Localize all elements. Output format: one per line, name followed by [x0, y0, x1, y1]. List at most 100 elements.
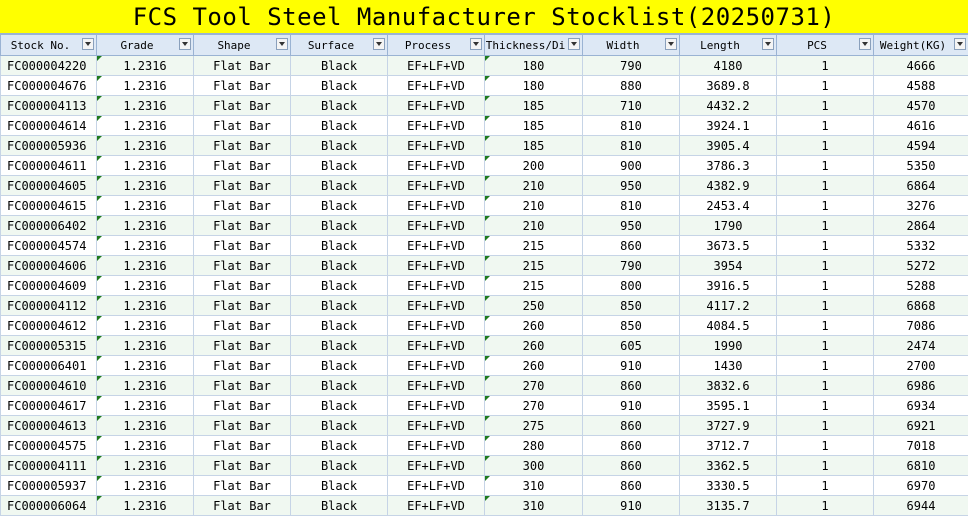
cell-pcs[interactable]: 1 [777, 96, 874, 116]
cell-process[interactable]: EF+LF+VD [388, 336, 485, 356]
cell-shape[interactable]: Flat Bar [194, 96, 291, 116]
filter-dropdown-icon[interactable] [179, 38, 191, 50]
cell-width[interactable]: 880 [583, 76, 680, 96]
cell-thickness[interactable]: 185 [485, 136, 583, 156]
cell-pcs[interactable]: 1 [777, 316, 874, 336]
cell-surface[interactable]: Black [291, 156, 388, 176]
cell-pcs[interactable]: 1 [777, 256, 874, 276]
col-header-grade[interactable]: Grade [97, 35, 194, 56]
cell-shape[interactable]: Flat Bar [194, 216, 291, 236]
cell-width[interactable]: 950 [583, 176, 680, 196]
cell-length[interactable]: 3727.9 [680, 416, 777, 436]
cell-pcs[interactable]: 1 [777, 116, 874, 136]
cell-pcs[interactable]: 1 [777, 436, 874, 456]
cell-grade[interactable]: 1.2316 [97, 196, 194, 216]
cell-pcs[interactable]: 1 [777, 196, 874, 216]
cell-stock-no[interactable]: FC000004612 [1, 316, 97, 336]
cell-pcs[interactable]: 1 [777, 476, 874, 496]
cell-shape[interactable]: Flat Bar [194, 456, 291, 476]
cell-process[interactable]: EF+LF+VD [388, 116, 485, 136]
cell-thickness[interactable]: 185 [485, 116, 583, 136]
cell-surface[interactable]: Black [291, 176, 388, 196]
cell-grade[interactable]: 1.2316 [97, 76, 194, 96]
cell-pcs[interactable]: 1 [777, 136, 874, 156]
cell-pcs[interactable]: 1 [777, 416, 874, 436]
cell-surface[interactable]: Black [291, 436, 388, 456]
cell-length[interactable]: 4382.9 [680, 176, 777, 196]
cell-surface[interactable]: Black [291, 136, 388, 156]
cell-shape[interactable]: Flat Bar [194, 196, 291, 216]
cell-thickness[interactable]: 215 [485, 256, 583, 276]
cell-surface[interactable]: Black [291, 396, 388, 416]
cell-pcs[interactable]: 1 [777, 216, 874, 236]
cell-stock-no[interactable]: FC000004112 [1, 296, 97, 316]
cell-surface[interactable]: Black [291, 76, 388, 96]
cell-weight[interactable]: 5272 [874, 256, 968, 276]
cell-length[interactable]: 3673.5 [680, 236, 777, 256]
cell-grade[interactable]: 1.2316 [97, 56, 194, 76]
cell-process[interactable]: EF+LF+VD [388, 476, 485, 496]
cell-process[interactable]: EF+LF+VD [388, 276, 485, 296]
cell-length[interactable]: 4432.2 [680, 96, 777, 116]
cell-surface[interactable]: Black [291, 196, 388, 216]
cell-thickness[interactable]: 185 [485, 96, 583, 116]
cell-shape[interactable]: Flat Bar [194, 156, 291, 176]
col-header-pcs[interactable]: PCS [777, 35, 874, 56]
cell-grade[interactable]: 1.2316 [97, 416, 194, 436]
cell-weight[interactable]: 4666 [874, 56, 968, 76]
cell-length[interactable]: 1430 [680, 356, 777, 376]
cell-process[interactable]: EF+LF+VD [388, 376, 485, 396]
cell-width[interactable]: 790 [583, 56, 680, 76]
cell-stock-no[interactable]: FC000004615 [1, 196, 97, 216]
cell-process[interactable]: EF+LF+VD [388, 176, 485, 196]
cell-shape[interactable]: Flat Bar [194, 476, 291, 496]
cell-thickness[interactable]: 210 [485, 216, 583, 236]
cell-weight[interactable]: 2864 [874, 216, 968, 236]
cell-shape[interactable]: Flat Bar [194, 236, 291, 256]
cell-pcs[interactable]: 1 [777, 76, 874, 96]
col-header-thickness[interactable]: Thickness/Di [485, 35, 583, 56]
cell-shape[interactable]: Flat Bar [194, 296, 291, 316]
filter-dropdown-icon[interactable] [859, 38, 871, 50]
cell-shape[interactable]: Flat Bar [194, 436, 291, 456]
filter-dropdown-icon[interactable] [470, 38, 482, 50]
cell-shape[interactable]: Flat Bar [194, 336, 291, 356]
cell-stock-no[interactable]: FC000006064 [1, 496, 97, 516]
cell-shape[interactable]: Flat Bar [194, 176, 291, 196]
cell-width[interactable]: 810 [583, 116, 680, 136]
cell-stock-no[interactable]: FC000004611 [1, 156, 97, 176]
cell-process[interactable]: EF+LF+VD [388, 196, 485, 216]
cell-shape[interactable]: Flat Bar [194, 416, 291, 436]
cell-surface[interactable]: Black [291, 496, 388, 516]
cell-process[interactable]: EF+LF+VD [388, 136, 485, 156]
cell-shape[interactable]: Flat Bar [194, 316, 291, 336]
cell-length[interactable]: 3362.5 [680, 456, 777, 476]
cell-grade[interactable]: 1.2316 [97, 456, 194, 476]
cell-thickness[interactable]: 270 [485, 376, 583, 396]
cell-stock-no[interactable]: FC000004614 [1, 116, 97, 136]
cell-grade[interactable]: 1.2316 [97, 436, 194, 456]
cell-weight[interactable]: 6868 [874, 296, 968, 316]
cell-grade[interactable]: 1.2316 [97, 396, 194, 416]
filter-dropdown-icon[interactable] [276, 38, 288, 50]
cell-thickness[interactable]: 280 [485, 436, 583, 456]
cell-length[interactable]: 3832.6 [680, 376, 777, 396]
cell-weight[interactable]: 7086 [874, 316, 968, 336]
cell-thickness[interactable]: 310 [485, 496, 583, 516]
cell-pcs[interactable]: 1 [777, 396, 874, 416]
cell-surface[interactable]: Black [291, 296, 388, 316]
cell-surface[interactable]: Black [291, 116, 388, 136]
col-header-width[interactable]: Width [583, 35, 680, 56]
cell-width[interactable]: 860 [583, 456, 680, 476]
cell-weight[interactable]: 4570 [874, 96, 968, 116]
cell-grade[interactable]: 1.2316 [97, 356, 194, 376]
cell-weight[interactable]: 5288 [874, 276, 968, 296]
cell-weight[interactable]: 4588 [874, 76, 968, 96]
cell-length[interactable]: 3905.4 [680, 136, 777, 156]
cell-grade[interactable]: 1.2316 [97, 496, 194, 516]
cell-stock-no[interactable]: FC000004613 [1, 416, 97, 436]
cell-surface[interactable]: Black [291, 236, 388, 256]
cell-shape[interactable]: Flat Bar [194, 276, 291, 296]
cell-shape[interactable]: Flat Bar [194, 376, 291, 396]
cell-pcs[interactable]: 1 [777, 276, 874, 296]
